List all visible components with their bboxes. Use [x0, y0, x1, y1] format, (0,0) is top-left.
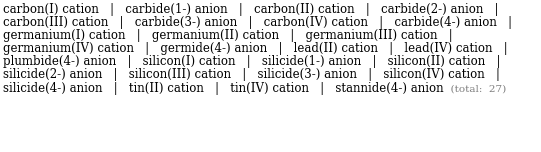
Text: carbon(I) cation   |   carbide(1-) anion   |   carbon(II) cation   |   carbide(2: carbon(I) cation | carbide(1-) anion | c… — [3, 2, 498, 16]
Text: carbon(III) cation   |   carbide(3-) anion   |   carbon(IV) cation   |   carbide: carbon(III) cation | carbide(3-) anion |… — [3, 16, 512, 29]
Text: silicide(4-) anion   |   tin(II) cation   |   tin(IV) cation   |   stannide(4-) : silicide(4-) anion | tin(II) cation | ti… — [3, 82, 444, 95]
Text: germanium(IV) cation   |   germide(4-) anion   |   lead(II) cation   |   lead(IV: germanium(IV) cation | germide(4-) anion… — [3, 42, 507, 55]
Text: germanium(I) cation   |   germanium(II) cation   |   germanium(III) cation   |: germanium(I) cation | germanium(II) cati… — [3, 29, 453, 42]
Text: plumbide(4-) anion   |   silicon(I) cation   |   silicide(1-) anion   |   silico: plumbide(4-) anion | silicon(I) cation |… — [3, 55, 500, 68]
Text: (total:  27): (total: 27) — [444, 85, 506, 93]
Text: silicide(2-) anion   |   silicon(III) cation   |   silicide(3-) anion   |   sili: silicide(2-) anion | silicon(III) cation… — [3, 68, 500, 81]
